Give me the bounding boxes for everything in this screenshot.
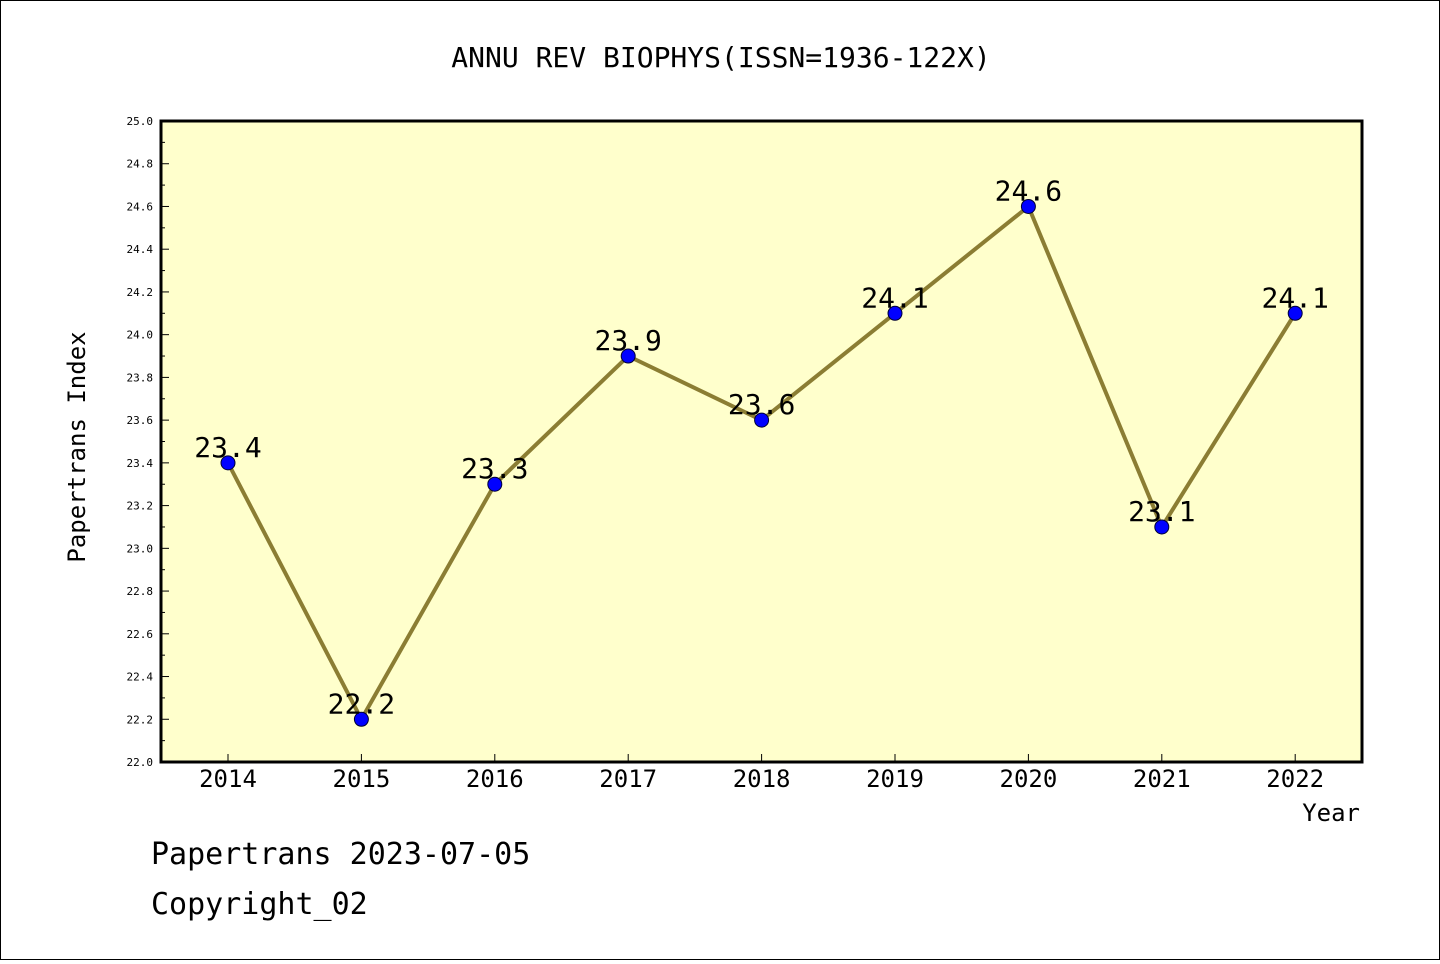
data-point [887,305,903,321]
y-tick-label: 22.8 [127,585,154,598]
y-tick-label: 23.4 [127,457,154,470]
data-point [1154,519,1170,535]
y-tick-label: 23.2 [127,500,154,513]
data-point [620,348,636,364]
plot-area [159,119,1364,764]
data-label: 23.3 [461,452,528,485]
y-tick-label: 22.0 [127,756,154,769]
x-tick-label: 2020 [1000,765,1058,793]
data-label: 24.1 [1261,281,1328,314]
x-tick-label: 2015 [333,765,391,793]
y-tick-label: 24.8 [127,158,154,171]
x-tick-label: 2019 [866,765,924,793]
data-point [1287,305,1303,321]
y-axis: 22.0 22.2 22.4 22.6 22.8 23.0 23.2 23.4 23.6 23.8… [127,115,169,769]
data-label: 24.6 [995,174,1062,207]
footer-copyright: Copyright_02 [151,887,368,922]
data-point [487,476,503,492]
data-label: 23.1 [1128,495,1195,528]
y-tick-label: 24.6 [127,200,154,213]
data-point [754,412,770,428]
y-tick-label: 25.0 [127,115,154,128]
data-point [1020,198,1036,214]
x-tick-label: 2021 [1133,765,1191,793]
y-axis-label: Papertrans Index [63,331,91,562]
y-tick-label: 22.6 [127,628,154,641]
y-tick-label: 23.0 [127,542,154,555]
x-tick-label: 2018 [733,765,791,793]
data-label: 23.4 [194,431,261,464]
y-tick-label: 22.2 [127,713,154,726]
data-point [220,455,236,471]
x-tick-label: 2014 [199,765,257,793]
x-axis: 2014 2015 2016 2017 2018 2019 2020 2021 2022 [199,754,1324,793]
footer-date: Papertrans 2023-07-05 [151,837,530,872]
x-tick-label: 2017 [599,765,657,793]
data-series: 23.4 22.2 23.3 23.9 23.6 24.1 24.6 23.1 24.1 [194,174,1329,727]
y-tick-label: 24.2 [127,286,154,299]
y-tick-label: 23.8 [127,371,154,384]
y-tick-label: 24.4 [127,243,154,256]
data-point [353,711,369,727]
y-tick-label: 23.6 [127,414,154,427]
chart-title: ANNU REV BIOPHYS(ISSN=1936-122X) [451,41,990,74]
x-tick-label: 2016 [466,765,524,793]
data-label: 22.2 [328,687,395,720]
y-tick-label: 24.0 [127,329,154,342]
y-tick-label: 22.4 [127,671,154,684]
data-label: 23.9 [594,324,661,357]
data-label: 23.6 [728,388,795,421]
x-tick-label: 2022 [1266,765,1324,793]
data-label: 24.1 [861,281,928,314]
x-axis-label: Year [1302,799,1360,827]
